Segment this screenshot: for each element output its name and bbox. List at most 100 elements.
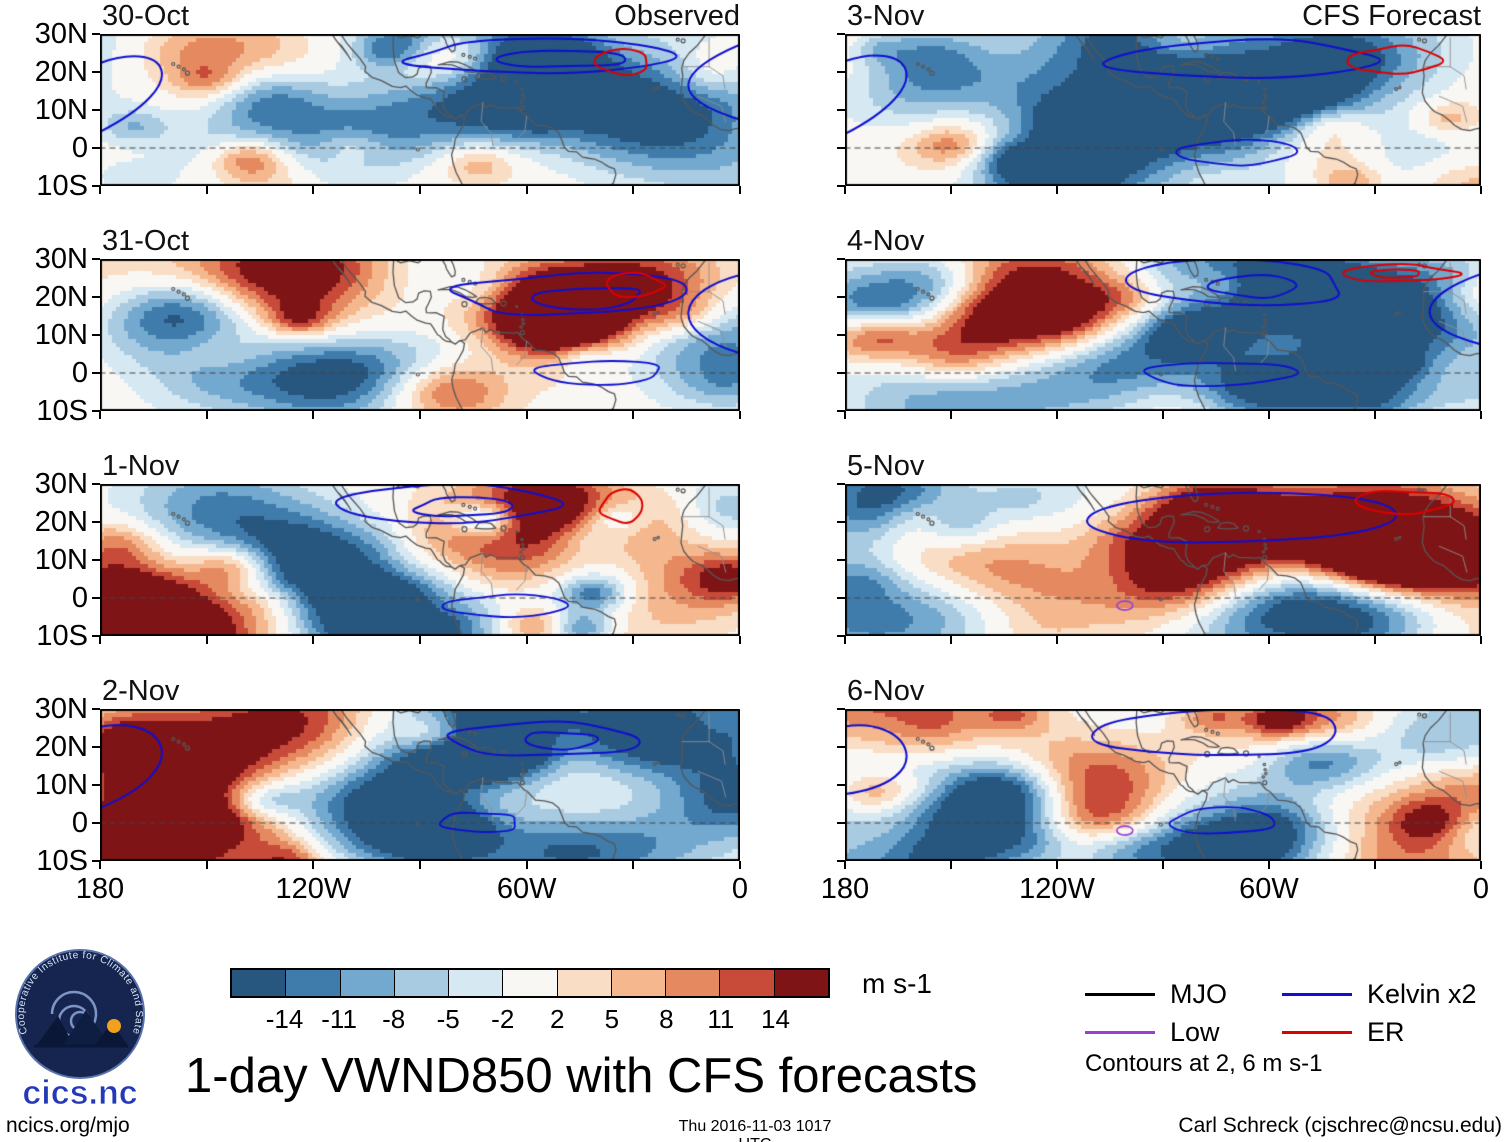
colorbar-tick-labels: -14 -11 -8 -5 -2 2 5 8 11 14 [230,1004,830,1034]
colorbar-tick-label: -2 [491,1004,515,1034]
map-panel-5-nov [845,484,1481,636]
axis-tick [844,861,846,869]
axis-tick [950,636,952,644]
axis-tick [99,186,101,194]
axis-tick [205,186,208,194]
axis-tick [632,636,635,644]
axis-tick [1374,861,1376,869]
map-panel-1-nov [100,484,740,636]
axis-tick [1480,186,1482,194]
panel-date-label: 2-Nov [102,675,180,707]
axis-tick [837,521,845,523]
map-panel-31-oct [100,259,740,411]
axis-tick [837,635,845,637]
cics-logo: Cooperative Institute for Climate and Sa… [2,942,145,1112]
axis-tick [92,822,100,824]
axis-tick [837,559,845,561]
axis-tick [950,411,952,419]
colorbar-tick-label: -8 [382,1004,406,1034]
map-panel-2-nov [100,709,740,861]
panel-date-label: 4-Nov [847,225,925,257]
axis-tick [837,784,845,786]
axis-tick [92,860,100,862]
axis-tick [419,186,421,194]
axis-tick [92,746,100,748]
axis-tick [205,636,208,644]
y-axis-label: 0 [71,357,88,389]
colorbar [230,968,830,998]
y-axis-label: 30N [34,243,88,275]
colorbar-segment [557,970,612,996]
legend-label-er: ER [1367,1016,1405,1047]
y-axis-label: 10S [36,395,88,427]
y-axis-label: 30N [34,468,88,500]
map-canvas [845,259,1481,411]
axis-tick [92,33,100,35]
map-canvas [100,259,740,411]
axis-tick [950,186,952,194]
axis-tick [837,372,845,374]
axis-tick [837,33,845,35]
axis-tick [99,861,101,869]
y-axis-label: 10N [34,544,88,576]
panel-date-label: 6-Nov [847,675,925,707]
legend-line-mjo [1085,992,1155,996]
map-panel-30-oct [100,34,740,186]
map-canvas [845,34,1481,186]
axis-tick [92,71,100,73]
axis-tick [1162,636,1164,644]
axis-tick [837,147,845,149]
axis-tick [312,411,315,419]
axis-tick [312,861,315,869]
x-axis-label: 180 [820,873,870,905]
legend-label-low: Low [1170,1016,1220,1047]
y-axis-label: 10S [36,170,88,202]
y-axis-label: 10N [34,319,88,351]
axis-tick [92,410,100,412]
y-axis-label: 20N [34,731,88,763]
colorbar-tick-label: 14 [760,1004,790,1034]
figure-title: 1-day VWND850 with CFS forecasts [185,1049,978,1103]
colorbar-tick-label: 11 [707,1004,735,1034]
axis-tick [837,410,845,412]
axis-tick [1268,861,1270,869]
axis-tick [92,597,100,599]
axis-tick [92,372,100,374]
colorbar-units-label: m s-1 [862,968,932,999]
axis-tick [1480,861,1482,869]
axis-tick [837,483,845,485]
x-axis-label: 120W [1019,873,1095,905]
y-axis-label: 30N [34,693,88,725]
y-axis-label: 10N [34,769,88,801]
y-axis-label: 20N [34,56,88,88]
legend-item-er: ER [1282,1013,1477,1051]
legend-item-low: Low [1085,1013,1227,1051]
axis-tick [739,636,741,644]
axis-tick [1268,636,1270,644]
axis-tick [739,861,741,869]
axis-tick [1480,411,1482,419]
contour-legend: MJO Low Kelvin x2 ER [1085,975,1477,1051]
axis-tick [99,411,101,419]
axis-tick [92,296,100,298]
axis-tick [837,185,845,187]
axis-tick [1480,636,1482,644]
colorbar-segment [774,970,828,996]
map-canvas [100,484,740,636]
colorbar-segment [449,970,504,996]
y-axis-label: 30N [34,18,88,50]
axis-tick [525,411,528,419]
axis-tick [419,411,421,419]
axis-tick [837,597,845,599]
axis-tick [1374,636,1376,644]
axis-tick [837,296,845,298]
colorbar-segment [666,970,721,996]
y-axis-label: 10S [36,845,88,877]
colorbar-segment [340,970,395,996]
axis-tick [92,147,100,149]
axis-tick [837,334,845,336]
axis-tick [837,708,845,710]
footer-url: ncics.org/mjo [6,1114,130,1137]
axis-tick [1374,411,1376,419]
